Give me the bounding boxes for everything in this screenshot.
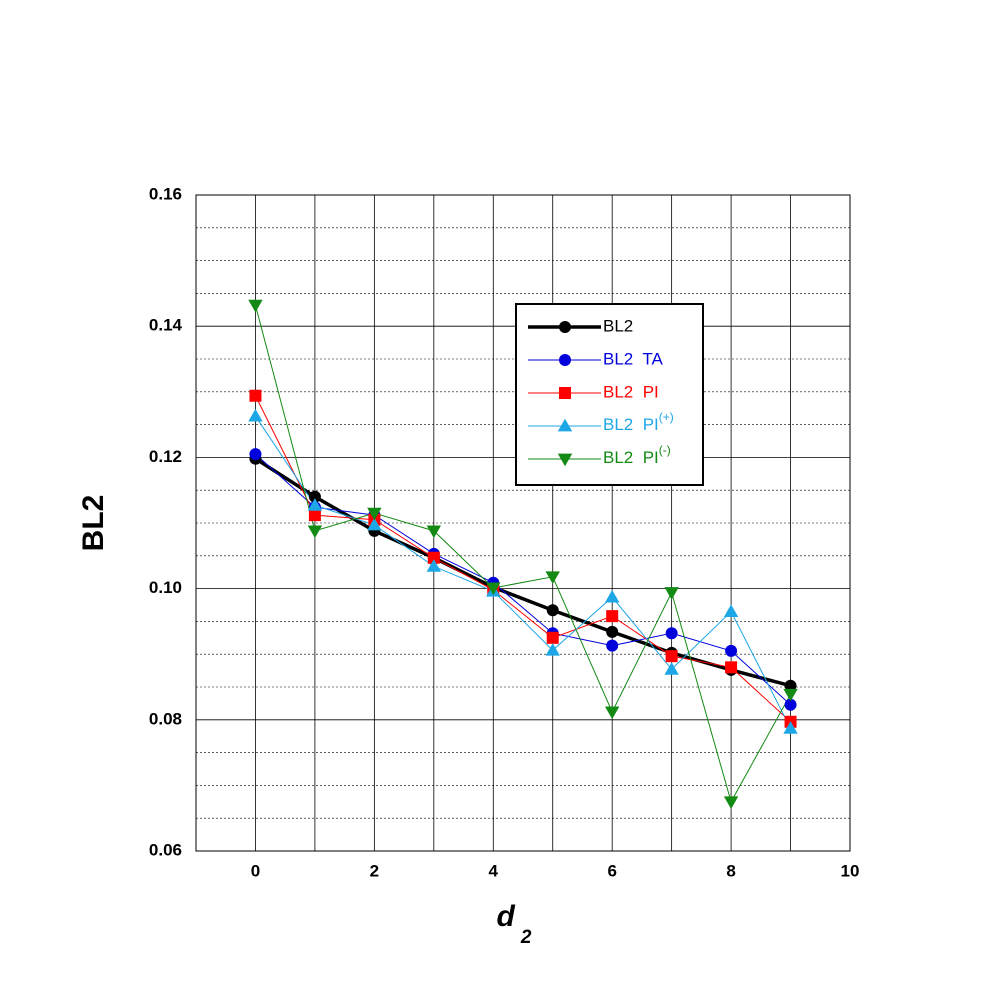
plot-frame bbox=[195, 194, 851, 852]
marker bbox=[545, 643, 560, 656]
marker bbox=[664, 662, 679, 675]
marker bbox=[486, 582, 501, 596]
legend-label: BL2 bbox=[603, 316, 633, 335]
y-tick-label: 0.06 bbox=[149, 840, 182, 859]
x-axis-label: d2 bbox=[497, 900, 532, 948]
marker bbox=[559, 354, 571, 366]
series-line bbox=[255, 415, 791, 729]
marker bbox=[308, 509, 321, 522]
marker bbox=[367, 517, 382, 531]
marker bbox=[557, 453, 573, 467]
marker bbox=[783, 721, 798, 734]
y-tick-label: 0.12 bbox=[149, 447, 182, 466]
marker bbox=[249, 389, 262, 402]
marker bbox=[546, 631, 559, 644]
marker bbox=[426, 559, 442, 572]
legend-label: BL2 PI(+) bbox=[603, 410, 674, 434]
legend-label: BL2 TA bbox=[603, 349, 664, 368]
y-tick-label: 0.14 bbox=[149, 316, 183, 335]
x-tick-label: 8 bbox=[726, 861, 735, 880]
marker bbox=[546, 604, 559, 617]
marker bbox=[784, 698, 797, 711]
marker bbox=[665, 650, 678, 663]
series-line bbox=[255, 453, 791, 706]
marker bbox=[725, 644, 738, 657]
marker bbox=[606, 610, 619, 623]
x-tick-label: 10 bbox=[841, 861, 860, 880]
marker bbox=[723, 796, 739, 809]
marker bbox=[559, 321, 571, 333]
marker bbox=[248, 408, 263, 422]
marker bbox=[307, 525, 323, 539]
series-line bbox=[254, 305, 791, 804]
marker bbox=[545, 571, 560, 584]
series-line bbox=[255, 395, 791, 723]
x-tick-label: 0 bbox=[251, 861, 260, 880]
y-axis-label: BL2 bbox=[77, 495, 110, 552]
x-tick-label: 6 bbox=[607, 861, 616, 880]
marker bbox=[604, 706, 620, 720]
plot bbox=[248, 299, 798, 809]
marker bbox=[559, 387, 571, 399]
marker bbox=[427, 551, 440, 564]
y-tick-label: 0.16 bbox=[149, 184, 182, 203]
marker bbox=[665, 627, 678, 640]
marker bbox=[307, 498, 323, 511]
x-tick-label: 2 bbox=[370, 861, 379, 880]
marker bbox=[604, 589, 620, 603]
marker bbox=[606, 639, 619, 652]
marker bbox=[248, 299, 263, 313]
marker bbox=[783, 688, 798, 702]
legend-box bbox=[515, 303, 704, 486]
x-axis-label-main: d bbox=[497, 900, 516, 933]
y-tick-label: 0.10 bbox=[149, 578, 182, 597]
marker bbox=[723, 604, 739, 617]
marker bbox=[557, 418, 573, 432]
marker bbox=[249, 448, 262, 461]
marker bbox=[725, 661, 738, 674]
marker bbox=[367, 507, 382, 521]
x-axis-label-sub: 2 bbox=[520, 927, 532, 948]
x-tick-label: 4 bbox=[489, 861, 499, 880]
marker bbox=[784, 679, 797, 692]
y-tick-label: 0.08 bbox=[149, 709, 182, 728]
legend: BL2 BL2 TA BL2 PI BL2 PI(+) BL2 PI(-) bbox=[515, 303, 704, 486]
marker bbox=[426, 525, 442, 539]
legend-label: BL2 PI(-) bbox=[603, 443, 671, 467]
marker bbox=[606, 625, 619, 638]
legend-label: BL2 PI bbox=[603, 382, 659, 401]
marker bbox=[664, 587, 679, 600]
marker bbox=[308, 490, 321, 503]
